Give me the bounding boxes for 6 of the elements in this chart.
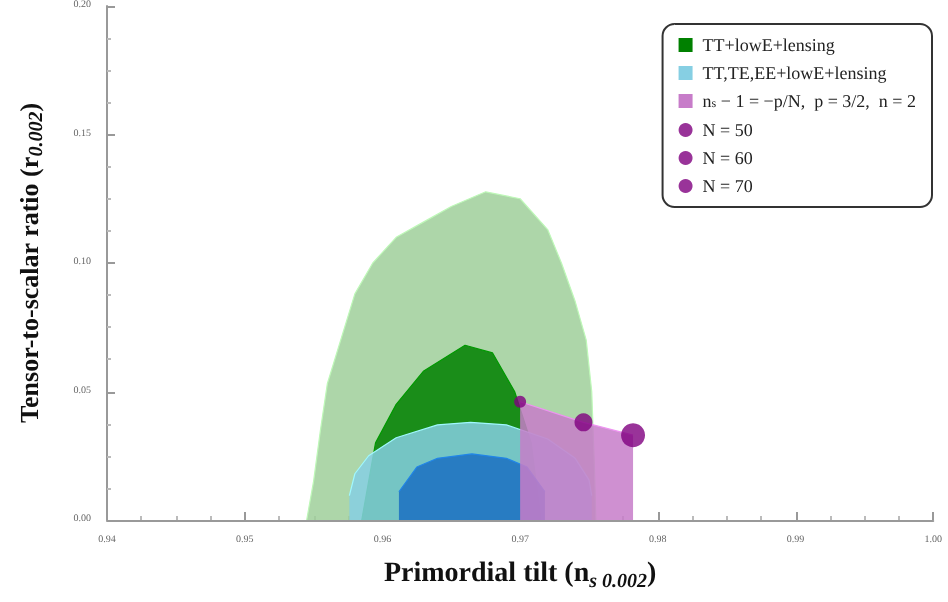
legend-label: TT,TE,EE+lowE+lensing	[702, 63, 888, 83]
y-axis-title: Tensor-to-scalar ratio (r0.002)	[14, 102, 48, 423]
legend-label: N = 70	[702, 176, 754, 196]
legend-label: TT+lowE+lensing	[702, 35, 836, 55]
legend-label: N = 60	[702, 148, 754, 168]
legend-label: N = 50	[702, 120, 754, 140]
